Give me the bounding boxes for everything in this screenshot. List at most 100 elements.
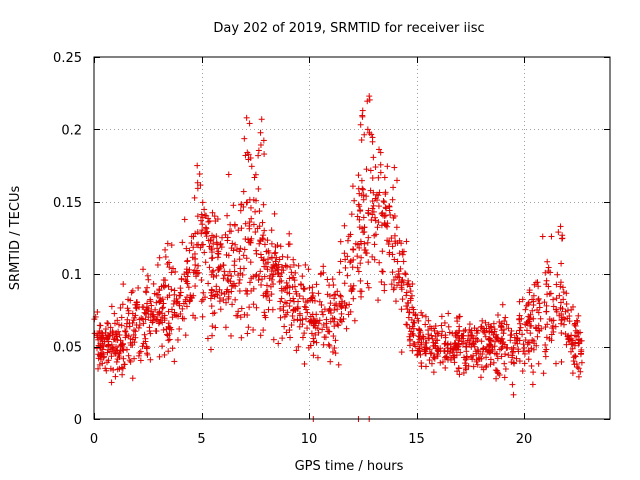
data-point bbox=[112, 336, 119, 343]
data-point bbox=[197, 244, 204, 251]
data-point bbox=[572, 332, 579, 339]
data-point bbox=[194, 213, 201, 220]
data-point bbox=[295, 343, 302, 350]
data-point bbox=[208, 255, 215, 262]
data-point bbox=[341, 300, 348, 307]
data-point bbox=[566, 318, 573, 325]
data-point bbox=[403, 238, 410, 245]
data-point bbox=[516, 358, 523, 365]
data-point bbox=[426, 323, 433, 330]
data-point bbox=[209, 332, 216, 339]
data-point bbox=[268, 291, 275, 298]
data-point bbox=[238, 225, 245, 232]
data-point bbox=[384, 220, 391, 227]
data-point bbox=[575, 312, 582, 319]
data-point bbox=[386, 249, 393, 256]
data-point bbox=[324, 276, 331, 283]
data-point bbox=[199, 199, 206, 206]
data-point bbox=[222, 324, 229, 331]
data-point bbox=[210, 240, 217, 247]
data-point bbox=[236, 287, 243, 294]
data-point bbox=[456, 371, 463, 378]
data-point bbox=[174, 336, 181, 343]
data-point bbox=[257, 129, 264, 136]
data-point bbox=[332, 350, 339, 357]
data-point bbox=[544, 321, 551, 328]
data-point bbox=[277, 314, 284, 321]
data-point bbox=[400, 258, 407, 265]
data-point bbox=[543, 308, 550, 315]
data-point bbox=[253, 304, 260, 311]
data-point bbox=[183, 278, 190, 285]
data-point bbox=[377, 149, 384, 156]
data-point bbox=[533, 279, 540, 286]
data-point bbox=[288, 269, 295, 276]
data-point bbox=[536, 300, 543, 307]
data-point bbox=[152, 306, 159, 313]
data-point bbox=[529, 381, 536, 388]
data-point bbox=[243, 199, 250, 206]
data-point bbox=[352, 240, 359, 247]
data-point bbox=[546, 316, 553, 323]
data-point bbox=[426, 346, 433, 353]
data-point bbox=[365, 234, 372, 241]
data-point bbox=[153, 299, 160, 306]
data-point bbox=[147, 356, 154, 363]
data-point bbox=[100, 351, 107, 358]
data-point bbox=[375, 203, 382, 210]
data-point bbox=[215, 264, 222, 271]
data-point bbox=[135, 284, 142, 291]
data-point bbox=[160, 282, 167, 289]
data-point bbox=[121, 361, 128, 368]
data-point bbox=[480, 345, 487, 352]
data-point bbox=[388, 235, 395, 242]
data-point bbox=[455, 365, 462, 372]
data-point bbox=[302, 299, 309, 306]
data-point bbox=[225, 295, 232, 302]
data-point bbox=[535, 295, 542, 302]
data-point bbox=[237, 245, 244, 252]
data-point bbox=[447, 356, 454, 363]
data-point bbox=[316, 317, 323, 324]
data-point bbox=[167, 324, 174, 331]
data-point bbox=[555, 229, 562, 236]
data-point bbox=[347, 257, 354, 264]
data-point bbox=[542, 353, 549, 360]
data-point bbox=[482, 319, 489, 326]
data-point bbox=[377, 169, 384, 176]
data-point bbox=[419, 312, 426, 319]
data-point bbox=[357, 277, 364, 284]
data-point bbox=[392, 273, 399, 280]
data-point bbox=[430, 354, 437, 361]
data-point bbox=[559, 284, 566, 291]
data-point bbox=[360, 214, 367, 221]
data-point bbox=[176, 302, 183, 309]
data-point bbox=[141, 331, 148, 338]
data-point bbox=[118, 314, 125, 321]
data-point bbox=[403, 289, 410, 296]
data-point bbox=[444, 340, 451, 347]
data-point bbox=[557, 223, 564, 230]
data-point bbox=[483, 354, 490, 361]
axis-ticks bbox=[94, 57, 610, 420]
data-point bbox=[389, 243, 396, 250]
data-point bbox=[227, 278, 234, 285]
data-point bbox=[456, 313, 463, 320]
data-point bbox=[389, 196, 396, 203]
data-point bbox=[148, 302, 155, 309]
data-point bbox=[277, 298, 284, 305]
data-point bbox=[205, 237, 212, 244]
data-point bbox=[394, 258, 401, 265]
data-point bbox=[264, 256, 271, 263]
data-point bbox=[139, 315, 146, 322]
data-point bbox=[342, 264, 349, 271]
data-point bbox=[525, 299, 532, 306]
data-point bbox=[181, 216, 188, 223]
data-point bbox=[278, 295, 285, 302]
data-point bbox=[169, 345, 176, 352]
data-point bbox=[176, 325, 183, 332]
data-point bbox=[282, 285, 289, 292]
data-point bbox=[527, 311, 534, 318]
data-point bbox=[557, 283, 564, 290]
data-point bbox=[184, 273, 191, 280]
